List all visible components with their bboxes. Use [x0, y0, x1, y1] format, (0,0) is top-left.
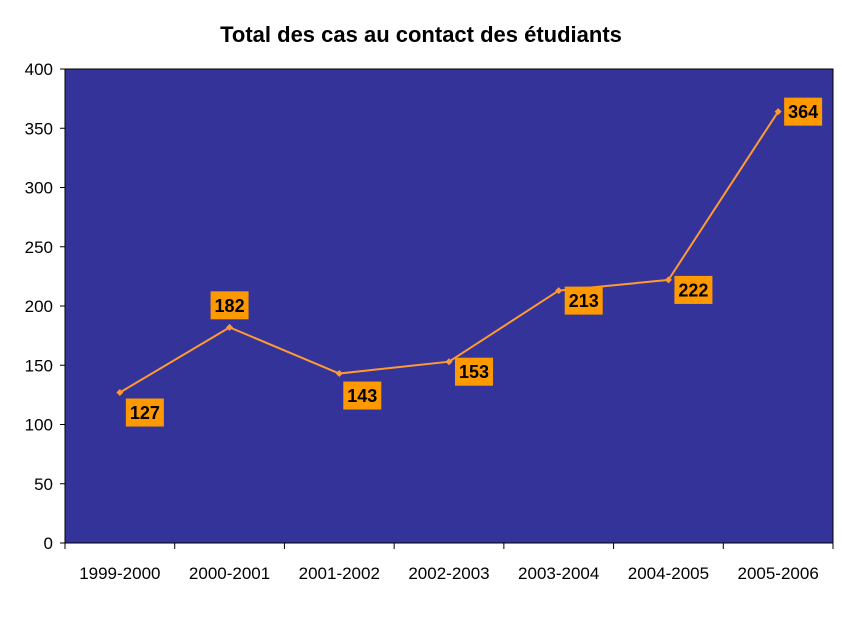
x-tick-label: 2001-2002	[299, 564, 380, 583]
data-label: 153	[459, 362, 489, 382]
series-layer	[116, 108, 782, 397]
data-label: 182	[215, 296, 245, 316]
y-tick-label: 350	[25, 119, 53, 138]
y-tick-label: 100	[25, 416, 53, 435]
data-label-box	[125, 398, 164, 427]
axes: 0 50 100 150 200 250 300 350 400 1999-2000 2000-20…	[25, 60, 834, 583]
data-point	[335, 370, 343, 378]
data-label: 213	[569, 291, 599, 311]
y-tick-label: 250	[25, 238, 53, 257]
data-label-box	[210, 291, 249, 320]
data-point	[555, 287, 563, 295]
data-labels: 127 182 143 153 213 222 364	[125, 97, 823, 427]
x-tick-label: 2002-2003	[408, 564, 489, 583]
data-label: 222	[678, 280, 708, 300]
data-point	[774, 108, 782, 116]
plot-area	[64, 68, 834, 544]
x-tick-label: 2005-2006	[737, 564, 818, 583]
chart-title: Total des cas au contact des étudiants	[220, 22, 622, 47]
data-label: 143	[347, 386, 377, 406]
data-label-box	[455, 357, 493, 386]
y-tick-label: 0	[44, 534, 53, 553]
x-tick-label: 2000-2001	[189, 564, 270, 583]
data-point	[116, 389, 124, 397]
data-label-box	[564, 286, 603, 315]
data-point	[445, 358, 453, 366]
data-point	[664, 276, 672, 284]
data-label-box	[784, 97, 823, 126]
data-label-box	[343, 381, 382, 410]
y-tick-label: 200	[25, 297, 53, 316]
y-tick-label: 150	[25, 356, 53, 375]
x-tick-label: 2004-2005	[628, 564, 709, 583]
y-tick-label: 50	[34, 475, 53, 494]
data-label-box	[674, 275, 713, 304]
y-tick-label: 400	[25, 60, 53, 79]
x-tick-label: 2003-2004	[518, 564, 599, 583]
data-label: 364	[788, 102, 818, 122]
data-point	[226, 323, 234, 331]
y-tick-label: 300	[25, 179, 53, 198]
x-tick-label: 1999-2000	[79, 564, 160, 583]
data-label: 127	[130, 403, 160, 423]
